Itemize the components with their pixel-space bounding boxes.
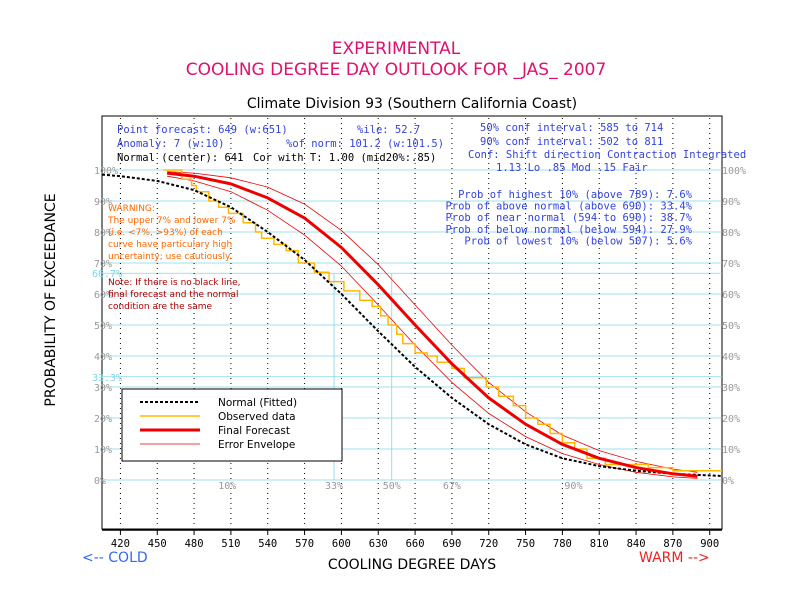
conf-header-text: Conf: Shift direction Contraction Integr… bbox=[468, 149, 746, 161]
x-tick-label: 570 bbox=[295, 538, 314, 550]
percentile-label: 10% bbox=[218, 481, 236, 492]
y-tick-label-right: 60% bbox=[722, 290, 740, 301]
y-tick-label-left: 70% bbox=[94, 259, 112, 270]
legend-label-normal: Normal (Fitted) bbox=[218, 397, 297, 409]
warning-line: curve have particulary high bbox=[108, 240, 232, 250]
legend-label-envelope: Error Envelope bbox=[218, 439, 295, 451]
x-tick-label: 780 bbox=[553, 538, 572, 550]
tick-labels: 0% 0% 10% 10% 20% 20% 30% 30% 40% 40% 50% 50% 60% 60%… bbox=[92, 166, 746, 550]
x-tick-label: 480 bbox=[185, 538, 204, 550]
tercile-label: 33.3% bbox=[92, 373, 122, 384]
y-tick-label-right: 40% bbox=[722, 352, 740, 363]
warm-label: WARM --> bbox=[639, 550, 710, 566]
x-tick-label: 660 bbox=[406, 538, 425, 550]
y-tick-label-left: 0% bbox=[94, 476, 106, 487]
envelope-upper-line bbox=[167, 171, 698, 473]
y-tick-label-left: 60% bbox=[94, 290, 112, 301]
percentile-label: 33% bbox=[325, 481, 343, 492]
warning-line: WARNING: bbox=[108, 204, 155, 214]
y-tick-label-right: 50% bbox=[722, 321, 740, 332]
note-block: Note: If there is no black line, final fo… bbox=[108, 278, 241, 312]
warning-block: WARNING: The upper 7% and lower 7% (i.e. <… bbox=[107, 204, 236, 262]
y-tick-label-right: 30% bbox=[722, 383, 740, 394]
x-tick-label: 690 bbox=[442, 538, 461, 550]
x-tick-label: 540 bbox=[258, 538, 277, 550]
ci50-text: 50% conf interval: 585 to 714 bbox=[480, 122, 663, 134]
grid-layer bbox=[102, 118, 722, 528]
y-tick-label-right: 70% bbox=[722, 259, 740, 270]
x-tick-label: 840 bbox=[627, 538, 646, 550]
legend: Normal (Fitted) Observed data Final Foreca… bbox=[121, 388, 343, 462]
x-tick-label: 870 bbox=[663, 538, 682, 550]
x-axis-title: COOLING DEGREE DAYS bbox=[328, 557, 496, 573]
y-tick-label-right: 80% bbox=[722, 228, 740, 239]
x-tick-label: 810 bbox=[590, 538, 609, 550]
y-tick-label-left: 80% bbox=[94, 228, 112, 239]
percentile-text: %ile: 52.7 bbox=[357, 124, 420, 136]
point-forecast-text: Point forecast: 649 (w:651) bbox=[117, 124, 288, 136]
ci90-text: 90% conf interval: 502 to 811 bbox=[480, 136, 663, 148]
x-tick-label: 630 bbox=[369, 538, 388, 550]
series-layer bbox=[101, 169, 723, 479]
pct-of-normal-text: %of norm: 101.2 (w:101.5) bbox=[286, 138, 444, 150]
x-tick-label: 510 bbox=[221, 538, 240, 550]
x-tick-label: 420 bbox=[111, 538, 130, 550]
y-tick-label-left: 90% bbox=[94, 197, 112, 208]
percentile-label: 90% bbox=[564, 481, 582, 492]
y-tick-label-right: 0% bbox=[722, 476, 734, 487]
note-line: condition are the same bbox=[108, 302, 212, 312]
note-line: Note: If there is no black line, bbox=[108, 278, 241, 288]
note-line: final forecast and the normal bbox=[108, 290, 238, 300]
conf-values-text: 1.13 Lo .85 Mod .15 Fair bbox=[496, 162, 648, 174]
envelope-lower-line bbox=[167, 175, 698, 479]
probability-line: Prob of near normal (594 to 690): 38.7% bbox=[445, 212, 692, 224]
y-tick-label-right: 10% bbox=[722, 445, 740, 456]
probability-list: Prob of highest 10% (above 789): 7.6%Pro… bbox=[445, 189, 692, 247]
percentile-label: 67% bbox=[443, 481, 461, 492]
y-tick-label-left: 40% bbox=[94, 352, 112, 363]
chart-subtitle: Climate Division 93 (Southern California… bbox=[247, 96, 577, 112]
plot-frame bbox=[101, 115, 723, 530]
warning-line: uncertainty; use cautiously. bbox=[108, 252, 232, 262]
y-tick-label-right: 20% bbox=[722, 414, 740, 425]
y-tick-label-left: 50% bbox=[94, 321, 112, 332]
x-tick-label: 720 bbox=[479, 538, 498, 550]
legend-label-forecast: Final Forecast bbox=[218, 425, 290, 437]
y-tick-label-right: 90% bbox=[722, 197, 740, 208]
x-tick-label: 600 bbox=[332, 538, 351, 550]
warning-line: (i.e. <7%, >93%) of each bbox=[108, 228, 223, 238]
y-tick-label-right: 100% bbox=[722, 166, 746, 177]
warning-line: The upper 7% and lower 7% bbox=[107, 216, 236, 226]
y-tick-label-left: 20% bbox=[94, 414, 112, 425]
legend-box bbox=[121, 388, 343, 462]
probability-line: Prob of below normal (below 594): 27.9% bbox=[445, 224, 692, 236]
correlation-text: Cor with T: 1.00 (mid20%:.85) bbox=[253, 152, 436, 164]
x-tick-label: 750 bbox=[516, 538, 535, 550]
tercile-label: 66.7% bbox=[92, 269, 122, 280]
x-tick-label: 450 bbox=[148, 538, 167, 550]
y-tick-label-left: 10% bbox=[94, 445, 112, 456]
x-tick-label: 900 bbox=[700, 538, 719, 550]
chart-title-line2: COOLING DEGREE DAY OUTLOOK FOR _JAS_ 200… bbox=[186, 60, 607, 80]
percentile-label: 50% bbox=[383, 481, 401, 492]
y-axis-title: PROBABILITY OF EXCEEDANCE bbox=[43, 193, 59, 406]
final-forecast-line bbox=[166, 171, 698, 478]
probability-line: Prob of above normal (above 690): 33.4% bbox=[445, 201, 692, 213]
normal-center-text: Normal (center): 641 bbox=[117, 152, 243, 164]
legend-label-observed: Observed data bbox=[218, 411, 296, 423]
anomaly-text: Anomaly: 7 (w:10) bbox=[117, 138, 224, 150]
y-tick-label-left: 100% bbox=[94, 166, 118, 177]
cold-label: <-- COLD bbox=[82, 550, 148, 566]
y-tick-label-left: 30% bbox=[94, 383, 112, 394]
probability-line: Prob of lowest 10% (below 507): 5.6% bbox=[464, 235, 692, 247]
probability-line: Prob of highest 10% (above 789): 7.6% bbox=[458, 189, 693, 201]
chart-title-line1: EXPERIMENTAL bbox=[332, 39, 461, 59]
